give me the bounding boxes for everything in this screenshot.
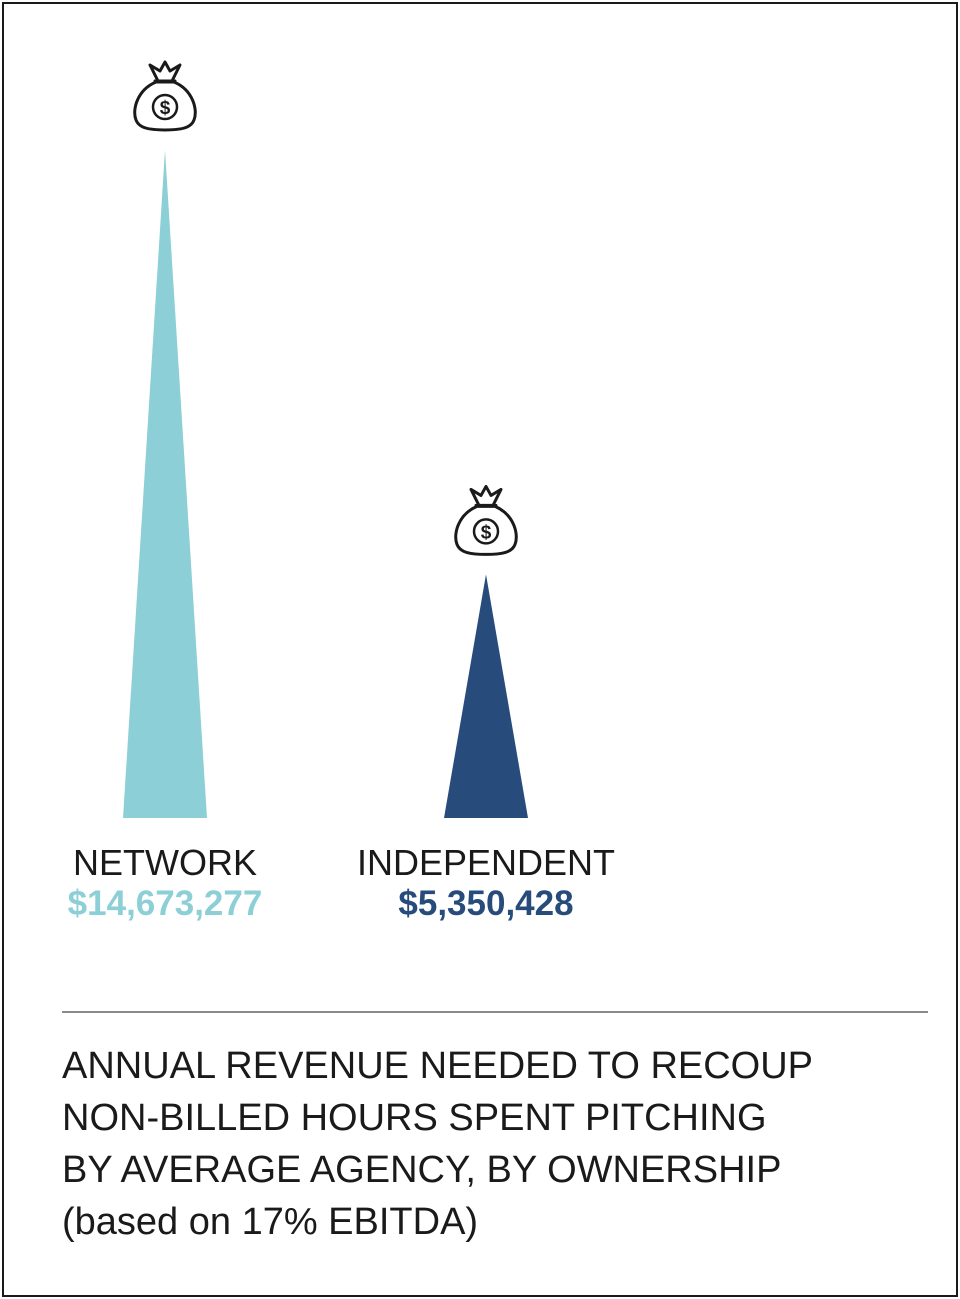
caption-line-1: ANNUAL REVENUE NEEDED TO RECOUP [62,1045,814,1087]
chart-caption: ANNUAL REVENUE NEEDED TO RECOUP NON-BILL… [62,1040,942,1248]
category-label-independent: INDEPENDENT [356,842,616,883]
value-label-independent: $5,350,428 [398,884,574,923]
bar-network [123,150,207,818]
value-label-network: $14,673,277 [67,884,263,923]
money-bag-icon: $ [454,484,518,556]
divider-line [62,1011,928,1013]
svg-text:$: $ [160,98,171,119]
svg-text:$: $ [481,522,492,543]
caption-line-3: BY AVERAGE AGENCY, BY OWNERSHIP [62,1149,782,1191]
money-bag-icon: $ [133,60,197,132]
bar-independent [444,574,528,818]
caption-line-2: NON-BILLED HOURS SPENT PITCHING [62,1097,767,1139]
caption-line-4: (based on 17% EBITDA) [62,1201,479,1243]
category-label-network: NETWORK [73,842,257,883]
